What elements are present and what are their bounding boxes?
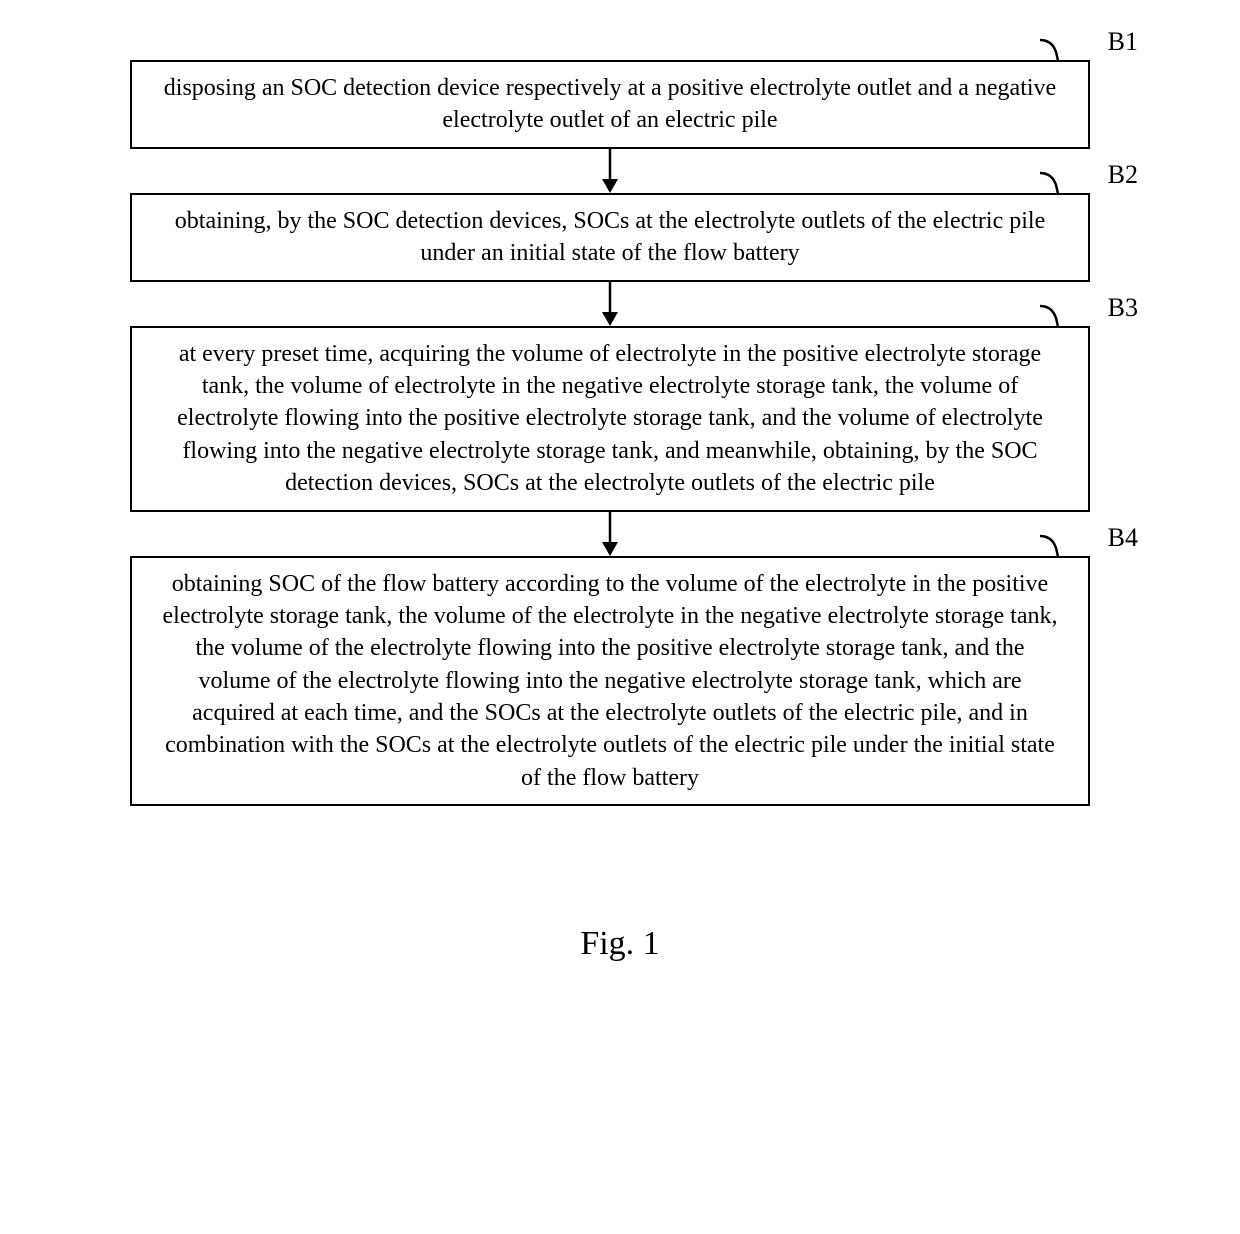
box-label: B1 — [1108, 24, 1138, 59]
box-text: disposing an SOC detection device respec… — [164, 75, 1056, 133]
box-label: B2 — [1108, 157, 1138, 192]
flowchart-box-b2: B2 obtaining, by the SOC detection devic… — [130, 193, 1090, 282]
box-label: B3 — [1108, 290, 1138, 325]
label-hook-icon — [1038, 38, 1078, 62]
label-hook-icon — [1038, 534, 1078, 558]
flow-arrow — [130, 512, 1090, 556]
label-hook-icon — [1038, 304, 1078, 328]
flow-arrow — [130, 149, 1090, 193]
label-hook-icon — [1038, 171, 1078, 195]
flow-arrow — [130, 282, 1090, 326]
box-text: obtaining, by the SOC detection devices,… — [175, 208, 1045, 266]
figure-caption: Fig. 1 — [0, 925, 1240, 963]
box-text: at every preset time, acquiring the volu… — [177, 341, 1043, 497]
flowchart-box-b4: B4 obtaining SOC of the flow battery acc… — [130, 556, 1090, 807]
flowchart-container: B1 disposing an SOC detection device res… — [130, 60, 1090, 806]
box-text: obtaining SOC of the flow battery accord… — [163, 571, 1058, 791]
flowchart-box-b3: B3 at every preset time, acquiring the v… — [130, 326, 1090, 512]
flowchart-box-b1: B1 disposing an SOC detection device res… — [130, 60, 1090, 149]
box-label: B4 — [1108, 520, 1138, 555]
